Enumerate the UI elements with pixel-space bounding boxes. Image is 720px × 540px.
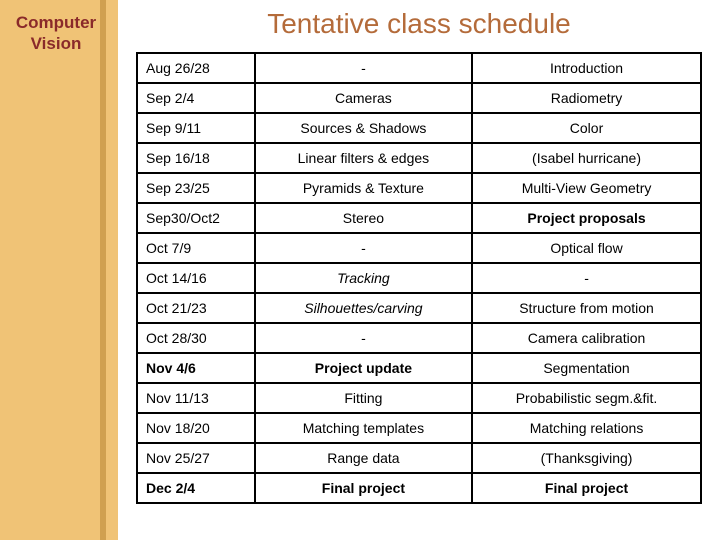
cell-topic2: Matching relations xyxy=(472,413,701,443)
cell-topic1: - xyxy=(255,233,472,263)
cell-date: Dec 2/4 xyxy=(137,473,255,503)
table-row: Nov 25/27Range data(Thanksgiving) xyxy=(137,443,701,473)
table-row: Oct 28/30-Camera calibration xyxy=(137,323,701,353)
table-row: Nov 11/13FittingProbabilistic segm.&fit. xyxy=(137,383,701,413)
page-title: Tentative class schedule xyxy=(118,8,720,40)
cell-topic1: Tracking xyxy=(255,263,472,293)
main-area: Tentative class schedule Aug 26/28-Intro… xyxy=(118,0,720,540)
cell-topic2: (Thanksgiving) xyxy=(472,443,701,473)
cell-topic1: Silhouettes/carving xyxy=(255,293,472,323)
cell-topic2: - xyxy=(472,263,701,293)
table-row: Aug 26/28-Introduction xyxy=(137,53,701,83)
table-row: Oct 14/16Tracking- xyxy=(137,263,701,293)
table-row: Sep 9/11Sources & ShadowsColor xyxy=(137,113,701,143)
table-row: Oct 21/23Silhouettes/carvingStructure fr… xyxy=(137,293,701,323)
sidebar-title: Computer Vision xyxy=(6,12,106,55)
cell-date: Oct 7/9 xyxy=(137,233,255,263)
cell-topic1: Matching templates xyxy=(255,413,472,443)
cell-date: Sep30/Oct2 xyxy=(137,203,255,233)
cell-topic1: Final project xyxy=(255,473,472,503)
cell-date: Sep 23/25 xyxy=(137,173,255,203)
table-row: Sep 23/25Pyramids & TextureMulti-View Ge… xyxy=(137,173,701,203)
cell-topic1: Linear filters & edges xyxy=(255,143,472,173)
cell-topic2: Final project xyxy=(472,473,701,503)
cell-topic1: Fitting xyxy=(255,383,472,413)
cell-date: Aug 26/28 xyxy=(137,53,255,83)
cell-topic2: Structure from motion xyxy=(472,293,701,323)
table-row: Nov 4/6Project updateSegmentation xyxy=(137,353,701,383)
cell-date: Nov 25/27 xyxy=(137,443,255,473)
sidebar-title-line1: Computer xyxy=(16,13,96,32)
cell-topic2: Introduction xyxy=(472,53,701,83)
cell-topic2: Optical flow xyxy=(472,233,701,263)
cell-topic2: (Isabel hurricane) xyxy=(472,143,701,173)
cell-topic1: Project update xyxy=(255,353,472,383)
cell-topic1: Cameras xyxy=(255,83,472,113)
cell-topic2: Color xyxy=(472,113,701,143)
cell-topic1: - xyxy=(255,53,472,83)
cell-date: Nov 4/6 xyxy=(137,353,255,383)
table-row: Oct 7/9-Optical flow xyxy=(137,233,701,263)
cell-topic1: Pyramids & Texture xyxy=(255,173,472,203)
cell-topic1: Range data xyxy=(255,443,472,473)
sidebar-stripe xyxy=(100,0,106,540)
cell-topic1: - xyxy=(255,323,472,353)
cell-topic2: Project proposals xyxy=(472,203,701,233)
cell-date: Sep 16/18 xyxy=(137,143,255,173)
schedule-table: Aug 26/28-IntroductionSep 2/4CamerasRadi… xyxy=(136,52,702,504)
cell-topic2: Segmentation xyxy=(472,353,701,383)
cell-topic1: Sources & Shadows xyxy=(255,113,472,143)
sidebar-title-line2: Vision xyxy=(31,34,82,53)
table-row: Dec 2/4Final projectFinal project xyxy=(137,473,701,503)
cell-topic1: Stereo xyxy=(255,203,472,233)
cell-date: Nov 18/20 xyxy=(137,413,255,443)
cell-date: Sep 2/4 xyxy=(137,83,255,113)
cell-topic2: Camera calibration xyxy=(472,323,701,353)
cell-date: Oct 14/16 xyxy=(137,263,255,293)
cell-topic2: Radiometry xyxy=(472,83,701,113)
sidebar: Computer Vision xyxy=(0,0,118,540)
cell-date: Oct 28/30 xyxy=(137,323,255,353)
table-row: Sep30/Oct2StereoProject proposals xyxy=(137,203,701,233)
cell-date: Oct 21/23 xyxy=(137,293,255,323)
table-row: Nov 18/20Matching templatesMatching rela… xyxy=(137,413,701,443)
cell-topic2: Probabilistic segm.&fit. xyxy=(472,383,701,413)
table-row: Sep 2/4CamerasRadiometry xyxy=(137,83,701,113)
cell-date: Sep 9/11 xyxy=(137,113,255,143)
cell-date: Nov 11/13 xyxy=(137,383,255,413)
cell-topic2: Multi-View Geometry xyxy=(472,173,701,203)
table-row: Sep 16/18Linear filters & edges(Isabel h… xyxy=(137,143,701,173)
